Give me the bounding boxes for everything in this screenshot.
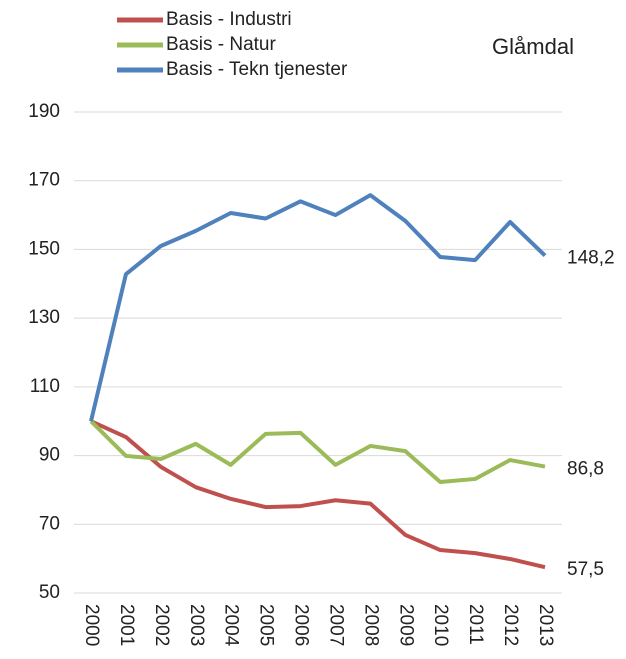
legend-label: Basis - Industri — [166, 9, 292, 30]
series-line — [89, 193, 547, 422]
x-tick-label: 2000 — [81, 604, 102, 646]
y-tick-label: 110 — [30, 376, 60, 397]
x-tick-label: 2011 — [465, 604, 486, 645]
y-tick-label: 70 — [39, 513, 60, 534]
data-label: 86,8 — [567, 459, 604, 480]
x-tick-label: 2001 — [116, 604, 137, 646]
chart-title: Glåmdal — [492, 34, 574, 59]
x-tick-label: 2003 — [186, 604, 207, 646]
y-tick-label: 170 — [28, 170, 60, 191]
series-line — [90, 419, 546, 570]
x-tick-label: 2009 — [395, 604, 416, 646]
series-line — [89, 419, 546, 485]
x-tick-label: 2010 — [430, 604, 451, 646]
x-tick-label: 2008 — [360, 604, 381, 646]
y-tick-label: 150 — [28, 238, 60, 259]
x-tick-label: 2004 — [221, 604, 242, 647]
legend-label: Basis - Natur — [166, 34, 276, 55]
x-tick-label: 2006 — [291, 604, 312, 646]
data-label: 148,2 — [567, 248, 615, 269]
legend-label: Basis - Tekn tjenester — [166, 59, 348, 80]
y-tick-label: 90 — [39, 445, 60, 466]
y-tick-label: 130 — [28, 307, 60, 328]
x-tick-label: 2013 — [535, 604, 556, 646]
x-tick-label: 2002 — [151, 604, 172, 646]
y-tick-label: 50 — [39, 582, 60, 603]
x-tick-label: 2005 — [256, 604, 277, 646]
x-tick-label: 2012 — [500, 604, 521, 646]
data-label: 57,5 — [567, 559, 604, 580]
x-tick-label: 2007 — [325, 604, 346, 646]
y-tick-label: 190 — [28, 101, 60, 122]
